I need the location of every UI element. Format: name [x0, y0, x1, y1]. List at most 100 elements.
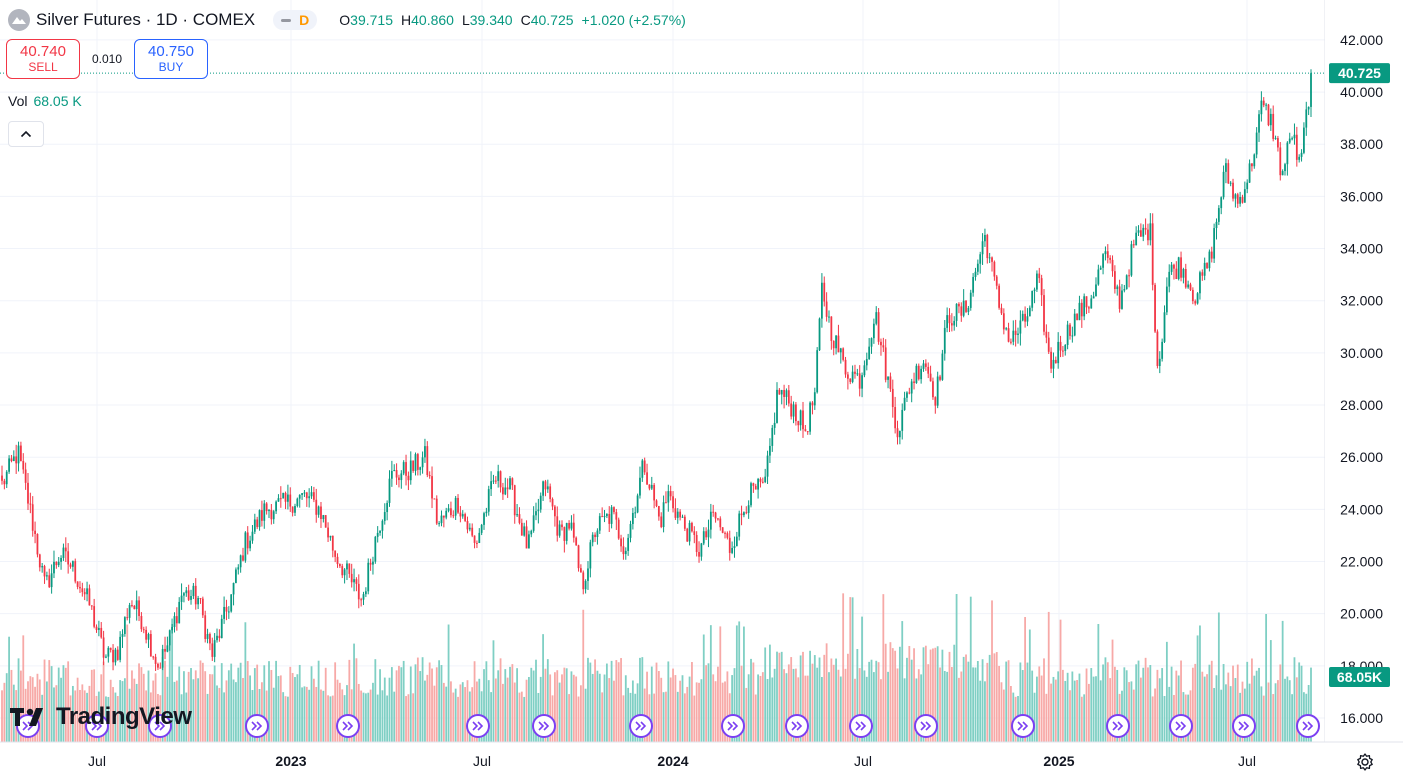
event-marker[interactable]: [1296, 714, 1320, 738]
candle-body: [830, 316, 833, 341]
volume-bar: [880, 679, 882, 742]
candle-body: [917, 365, 920, 380]
event-marker[interactable]: [849, 714, 873, 738]
buy-button[interactable]: 40.750 BUY: [134, 39, 208, 79]
volume-bar: [870, 659, 873, 742]
x-tick-label: Jul: [88, 753, 106, 769]
volume-bar: [1095, 676, 1097, 742]
event-marker[interactable]: [466, 714, 490, 738]
candle-body: [795, 404, 797, 422]
volume-bar: [816, 667, 819, 742]
volume-bar: [674, 675, 677, 742]
candle-body: [183, 593, 185, 596]
event-marker[interactable]: [1232, 714, 1256, 738]
y-tick-label: 26.000: [1340, 449, 1383, 465]
candle-body: [112, 649, 114, 663]
volume-bar: [1246, 661, 1249, 742]
volume-bar: [379, 669, 381, 742]
volume-bar: [1217, 612, 1220, 742]
volume-bar: [941, 649, 944, 742]
event-marker[interactable]: [1169, 714, 1193, 738]
candle-body: [201, 598, 204, 616]
event-marker[interactable]: [1011, 714, 1035, 738]
candle-body: [426, 446, 429, 476]
candle-body: [398, 477, 400, 481]
candle-body: [206, 633, 209, 639]
candle-body: [131, 605, 133, 607]
event-marker[interactable]: [721, 714, 745, 738]
volume-bar: [185, 692, 188, 742]
volume-bar: [1007, 660, 1010, 742]
event-marker[interactable]: [85, 714, 109, 738]
volume-bar: [903, 678, 906, 742]
candle-body: [93, 606, 96, 627]
volume-bar: [357, 683, 360, 742]
candle-body: [915, 365, 918, 383]
volume-bar: [317, 660, 320, 742]
volume-bar: [1272, 694, 1275, 742]
candle-body: [721, 527, 724, 533]
candle-body: [1203, 262, 1206, 276]
interval-pill[interactable]: D: [273, 10, 318, 30]
sell-button[interactable]: 40.740 SELL: [6, 39, 80, 79]
candle-body: [3, 480, 6, 485]
volume-bar: [672, 668, 674, 742]
candle-body: [1071, 335, 1074, 337]
volume-bar: [1196, 635, 1199, 742]
volume-bar: [471, 687, 474, 742]
symbol-title[interactable]: Silver Futures · 1D · COMEX: [36, 10, 256, 29]
candle-body: [1128, 275, 1130, 277]
candle-body: [1272, 113, 1275, 139]
candle-body: [605, 513, 608, 517]
event-marker[interactable]: [914, 714, 938, 738]
volume-bar: [235, 682, 237, 742]
event-marker[interactable]: [336, 714, 360, 738]
volume-bar: [797, 677, 800, 742]
volume-bar: [865, 676, 868, 742]
volume-bar: [305, 686, 308, 742]
candle-body: [865, 359, 868, 366]
candle-body: [324, 515, 327, 528]
volume-bar: [459, 684, 462, 742]
candle-body: [109, 647, 112, 650]
candle-body: [776, 389, 778, 423]
tradingview-logo[interactable]: TradingView: [10, 703, 192, 731]
volume-bar: [372, 682, 374, 742]
candle-body: [452, 515, 455, 517]
candle-body: [523, 526, 526, 536]
candle-body: [1220, 197, 1223, 209]
event-marker[interactable]: [629, 714, 653, 738]
event-marker[interactable]: [532, 714, 556, 738]
volume-bar: [568, 694, 570, 742]
volume-bar: [364, 693, 367, 742]
volume-bar: [461, 682, 464, 742]
volume-bar: [450, 681, 452, 742]
event-marker[interactable]: [1106, 714, 1130, 738]
candle-body: [1227, 163, 1230, 184]
candle-body: [941, 353, 944, 380]
volume-bar: [802, 651, 804, 742]
volume-bar: [594, 659, 596, 742]
candle-body: [1199, 272, 1201, 294]
event-marker[interactable]: [785, 714, 809, 738]
volume-bar: [128, 688, 131, 742]
event-marker[interactable]: [245, 714, 269, 738]
settings-gear-icon[interactable]: [1355, 752, 1375, 772]
collapse-legend-button[interactable]: [8, 121, 44, 147]
volume-bar: [898, 646, 901, 742]
candle-body: [372, 561, 374, 565]
event-marker[interactable]: [148, 714, 172, 738]
volume-bar: [884, 643, 887, 742]
candle-body: [71, 561, 74, 567]
volume-bar: [192, 679, 195, 742]
volume-bar: [67, 661, 70, 742]
candle-body: [1154, 284, 1156, 332]
candle-body: [1078, 302, 1081, 321]
volume-bar: [525, 679, 528, 742]
candle-body: [1248, 163, 1251, 183]
symbol-icon[interactable]: [8, 9, 30, 31]
candle-body: [114, 649, 117, 663]
volume-bar: [1139, 677, 1142, 742]
volume-bar: [785, 673, 788, 742]
